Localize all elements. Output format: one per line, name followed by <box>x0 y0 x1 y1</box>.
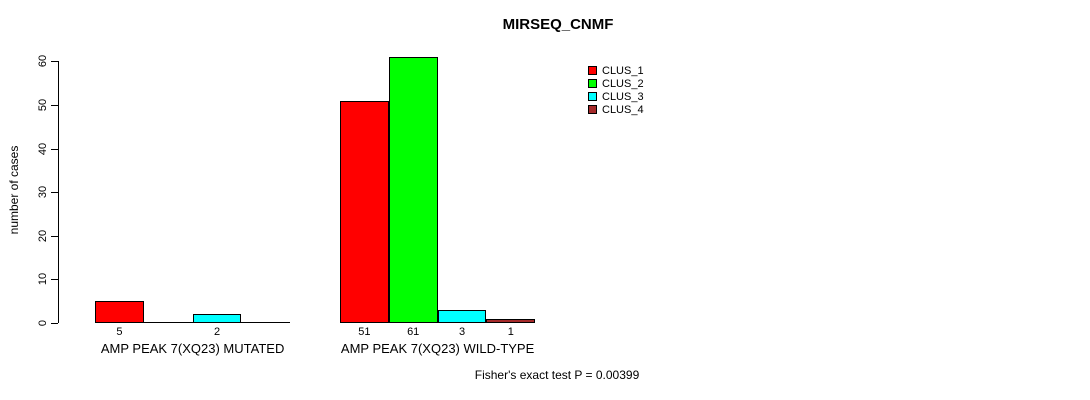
y-tick-label: 10 <box>37 273 49 286</box>
y-tick-label: 30 <box>37 186 49 199</box>
legend-label: CLUS_3 <box>602 90 644 103</box>
x-category-label: AMP PEAK 7(XQ23) MUTATED <box>100 341 285 356</box>
y-tick <box>51 148 58 150</box>
legend-item: CLUS_1 <box>588 64 644 77</box>
annotation-text: Fisher's exact test P = 0.00399 <box>474 368 640 382</box>
legend: CLUS_1 CLUS_2 CLUS_3 CLUS_4 <box>588 64 644 116</box>
bar-value-label: 3 <box>458 326 466 338</box>
bar-clus_1-group2 <box>340 100 389 323</box>
y-tick-label: 60 <box>37 55 49 68</box>
legend-label: CLUS_2 <box>602 77 644 90</box>
legend-swatch-icon <box>588 79 597 88</box>
legend-swatch-icon <box>588 92 597 101</box>
bar-value-label: 2 <box>213 326 221 338</box>
bar-value-label: 1 <box>507 326 514 338</box>
y-tick-label: 20 <box>37 229 49 242</box>
bar-clus_3-group1 <box>192 314 242 323</box>
legend-item: CLUS_3 <box>588 90 644 103</box>
legend-label: CLUS_4 <box>602 103 644 116</box>
chart-title: MIRSEQ_CNMF <box>502 16 614 33</box>
legend-label: CLUS_1 <box>602 64 644 77</box>
y-axis-line <box>58 61 59 323</box>
legend-item: CLUS_4 <box>588 103 644 116</box>
y-tick <box>51 192 58 194</box>
legend-item: CLUS_2 <box>588 77 644 90</box>
bar-value-label: 5 <box>116 326 123 338</box>
bar-clus_1-group1 <box>95 301 144 323</box>
bar-clus_4-group2 <box>486 318 536 323</box>
y-tick <box>51 61 58 63</box>
y-tick-label: 0 <box>37 319 49 327</box>
y-tick <box>51 279 58 281</box>
bar-clus_2-group2 <box>388 57 438 323</box>
legend-swatch-icon <box>588 66 597 75</box>
y-tick-label: 40 <box>37 142 49 155</box>
y-tick <box>51 105 58 106</box>
y-tick <box>51 235 58 237</box>
bar-value-label: 51 <box>358 326 371 338</box>
legend-swatch-icon <box>588 105 597 114</box>
bar-value-label: 61 <box>407 326 420 338</box>
bar-clus_3-group2 <box>437 309 487 323</box>
y-tick <box>51 323 58 324</box>
y-tick-label: 50 <box>37 98 49 112</box>
x-category-label: AMP PEAK 7(XQ23) WILD-TYPE <box>340 341 535 356</box>
